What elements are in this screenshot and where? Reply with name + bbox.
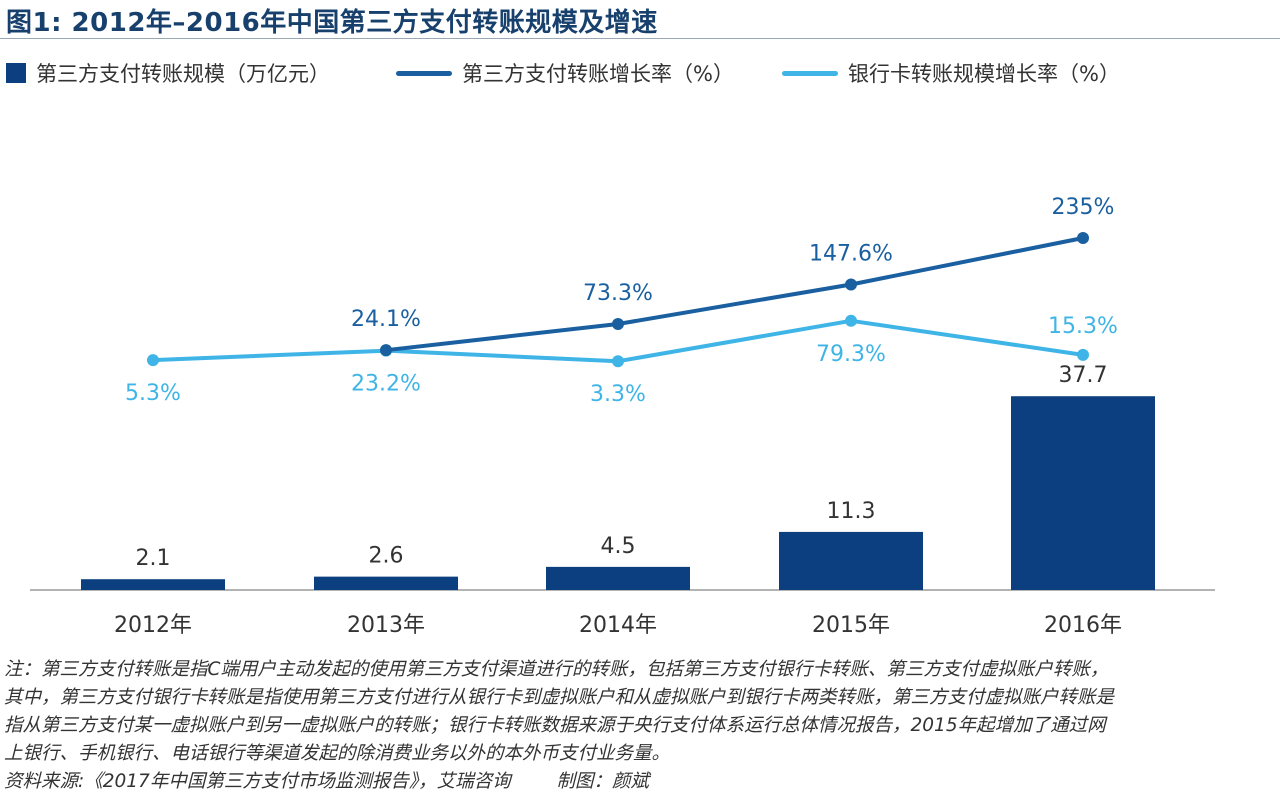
label-bank-card-growth: 79.3% (816, 342, 886, 367)
label-third-party-growth: 24.1% (351, 307, 421, 332)
bar (779, 531, 923, 590)
legend-item-bank-card-growth: 银行卡转账规模增长率（%） (782, 58, 1120, 88)
footnotes: 注：第三方支付转账是指C端用户主动发起的使用第三方支付渠道进行的转账，包括第三方… (4, 656, 1274, 796)
legend-line-swatch-dark (396, 70, 452, 76)
footnote-line: 指从第三方支付某一虚拟账户到另一虚拟账户的转账；银行卡转账数据来源于央行支付体系… (4, 715, 1106, 736)
x-tick-label: 2016年 (1044, 613, 1122, 638)
chart-legend: 第三方支付转账规模（万亿元） 第三方支付转账增长率（%） 银行卡转账规模增长率（… (0, 58, 1280, 90)
legend-label-bank-card-growth: 银行卡转账规模增长率（%） (848, 62, 1120, 86)
point-third-party-growth (845, 278, 857, 291)
legend-label-bar: 第三方支付转账规模（万亿元） (36, 62, 330, 86)
series-line-third-party-growth (385, 236, 1084, 353)
chart-title: 图1: 2012年–2016年中国第三方支付转账规模及增速 (6, 8, 658, 38)
footnote-line: 上银行、手机银行、电话银行等渠道发起的除消费业务以外的本外币支付业务量。 (4, 743, 671, 764)
combo-chart: 2.1 2.6 4.5 11.3 37.7 2012年 2013年 2014年 2015年 201… (30, 195, 1215, 638)
label-bank-card-growth: 15.3% (1048, 314, 1118, 339)
bar-value-label: 4.5 (601, 534, 636, 559)
x-tick-label: 2015年 (812, 613, 890, 638)
x-tick-label: 2014年 (579, 613, 657, 638)
point-third-party-growth (612, 318, 624, 331)
bar (1011, 396, 1155, 590)
bar (546, 566, 690, 590)
point-bank-card-growth (1077, 348, 1089, 361)
bar-value-label: 2.1 (136, 546, 171, 571)
label-bank-card-growth: 3.3% (590, 382, 646, 407)
x-tick-label: 2013年 (347, 613, 425, 638)
source-line: 资料来源:《2017年中国第三方支付市场监测报告》，艾瑞咨询 制图：颜斌 (4, 768, 1274, 796)
label-bank-card-growth: 5.3% (125, 381, 181, 406)
chart-credit: 制图：颜斌 (556, 771, 649, 792)
legend-label-third-party-growth: 第三方支付转账增长率（%） (462, 62, 734, 86)
point-bank-card-growth (845, 314, 857, 327)
footnote-line: 其中，第三方支付银行卡转账是指使用第三方支付进行从银行卡到虚拟账户和从虚拟账户到… (4, 687, 1115, 708)
legend-item-bar: 第三方支付转账规模（万亿元） (6, 58, 330, 88)
bar (314, 576, 458, 590)
title-divider (0, 38, 1280, 39)
legend-bar-swatch (6, 63, 26, 83)
point-bank-card-growth (147, 354, 159, 367)
bar (81, 579, 225, 590)
label-third-party-growth: 147.6% (809, 241, 893, 266)
bar-value-label: 37.7 (1059, 363, 1108, 388)
bar-value-label: 2.6 (369, 544, 404, 569)
legend-item-third-party-growth: 第三方支付转账增长率（%） (396, 58, 734, 88)
footnote-line: 注：第三方支付转账是指C端用户主动发起的使用第三方支付渠道进行的转账，包括第三方… (4, 659, 1109, 680)
source-text: 资料来源:《2017年中国第三方支付市场监测报告》，艾瑞咨询 (4, 771, 511, 792)
point-bank-card-growth (612, 355, 624, 368)
x-tick-label: 2012年 (114, 613, 192, 638)
label-third-party-growth: 73.3% (583, 281, 653, 306)
point-third-party-growth (1077, 231, 1089, 244)
label-third-party-growth: 235% (1052, 195, 1115, 220)
point-third-party-growth (380, 344, 392, 357)
bar-value-label: 11.3 (827, 499, 876, 524)
legend-line-swatch-light (782, 70, 838, 76)
label-bank-card-growth: 23.2% (351, 372, 421, 397)
